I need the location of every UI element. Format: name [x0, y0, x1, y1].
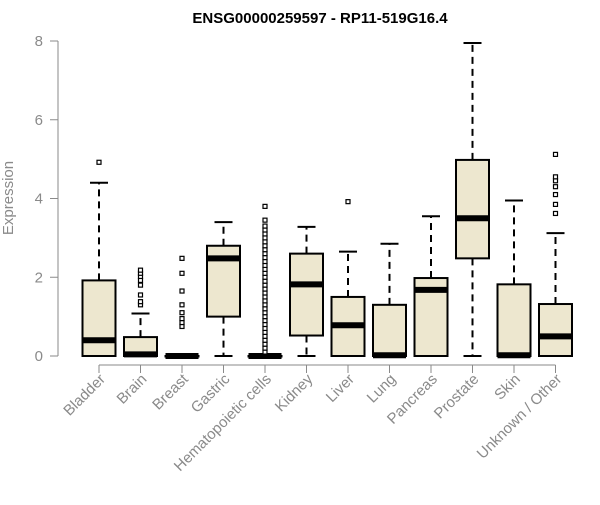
x-tick-label: Skin [491, 371, 524, 404]
box-prostate [455, 41, 490, 357]
box-lung [372, 242, 407, 359]
y-axis-title: Expression [0, 161, 17, 235]
outlier-point [262, 217, 268, 223]
outlier-point [137, 299, 144, 305]
x-tick-label: Liver [323, 371, 358, 406]
x-tick-label: Lung [364, 371, 400, 407]
outlier-point [137, 267, 144, 273]
box-brain [123, 267, 158, 358]
outlier-point [96, 159, 102, 165]
outlier-point [552, 191, 559, 198]
box-hematopoietic-cells [247, 203, 283, 359]
outlier-point [552, 210, 559, 217]
y-tick-label: 2 [35, 269, 43, 286]
box-unknown-other [538, 151, 573, 357]
box-bladder [81, 159, 117, 357]
x-tick-label: Brain [114, 371, 151, 408]
outlier-point [179, 302, 185, 308]
y-tick-label: 4 [35, 191, 43, 208]
box-skin [496, 199, 532, 359]
outlier-point [262, 203, 268, 209]
x-tick-label: Kidney [272, 370, 317, 415]
x-tick-label: Bladder [60, 371, 109, 420]
outlier-point [179, 288, 185, 294]
outlier-point [552, 184, 559, 190]
x-tick-label: Breast [149, 370, 192, 413]
box-liver [330, 199, 366, 357]
iqr-box [372, 303, 407, 357]
outlier-point [552, 151, 559, 157]
y-tick-label: 8 [35, 33, 43, 50]
outlier-point [552, 201, 559, 208]
iqr-box [81, 279, 117, 357]
box-gastric [206, 221, 241, 357]
x-tick-label: Prostate [431, 371, 483, 423]
iqr-box [455, 158, 490, 260]
box-pancreas [413, 215, 449, 358]
chart-title: ENSG00000259597 - RP11-519G16.4 [192, 10, 448, 27]
outlier-point [262, 223, 268, 229]
outlier-point [137, 282, 144, 288]
box-breast [164, 255, 200, 359]
outlier-point [137, 292, 144, 298]
outlier-point [179, 315, 185, 322]
iqr-box [496, 283, 532, 357]
outlier-point [179, 255, 185, 261]
y-axis: 0 2 4 6 8 [35, 33, 59, 365]
plot-area [81, 41, 573, 359]
outlier-point [552, 174, 559, 180]
y-tick-label: 0 [35, 348, 43, 365]
iqr-box [538, 303, 573, 357]
box-kidney [289, 225, 324, 357]
outlier-point [179, 310, 185, 316]
y-tick-label: 6 [35, 112, 43, 129]
outlier-point [179, 270, 185, 276]
outlier-point [345, 199, 351, 205]
iqr-box [289, 252, 324, 337]
